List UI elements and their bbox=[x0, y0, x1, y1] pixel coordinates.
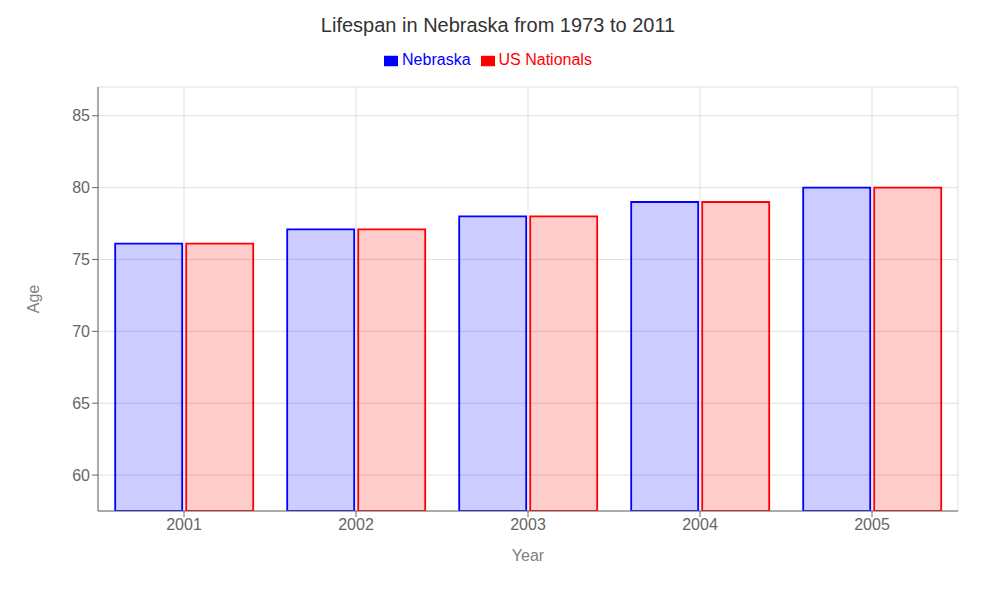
svg-text:2003: 2003 bbox=[510, 516, 546, 533]
html-text:Nebraska: Nebraska bbox=[402, 51, 471, 68]
svg-text:2004: 2004 bbox=[682, 516, 718, 533]
svg-text:80: 80 bbox=[72, 179, 90, 196]
svg-text:2001: 2001 bbox=[166, 516, 202, 533]
svg-text:2002: 2002 bbox=[338, 516, 374, 533]
svg-text:Age: Age bbox=[25, 285, 42, 314]
html-text:Lifespan in Nebraska from 1973: Lifespan in Nebraska from 1973 to 2011 bbox=[320, 14, 676, 36]
svg-text:Year: Year bbox=[512, 547, 545, 564]
svg-text:65: 65 bbox=[72, 395, 90, 412]
html-text:US Nationals: US Nationals bbox=[498, 51, 592, 68]
svg-text:2005: 2005 bbox=[854, 516, 890, 533]
svg-text:85: 85 bbox=[72, 107, 90, 124]
svg-text:60: 60 bbox=[72, 467, 90, 484]
svg-text:70: 70 bbox=[72, 323, 90, 340]
svg-text:75: 75 bbox=[72, 251, 90, 268]
